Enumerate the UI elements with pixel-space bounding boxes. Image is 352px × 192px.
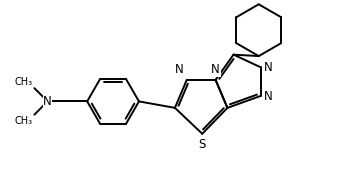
Text: N: N xyxy=(43,95,52,108)
Text: N: N xyxy=(264,61,273,74)
Text: N: N xyxy=(211,63,220,76)
Text: CH₃: CH₃ xyxy=(14,77,33,87)
Text: S: S xyxy=(199,138,206,151)
Text: N: N xyxy=(264,89,273,103)
Text: CH₃: CH₃ xyxy=(14,116,33,126)
Text: N: N xyxy=(175,63,184,76)
